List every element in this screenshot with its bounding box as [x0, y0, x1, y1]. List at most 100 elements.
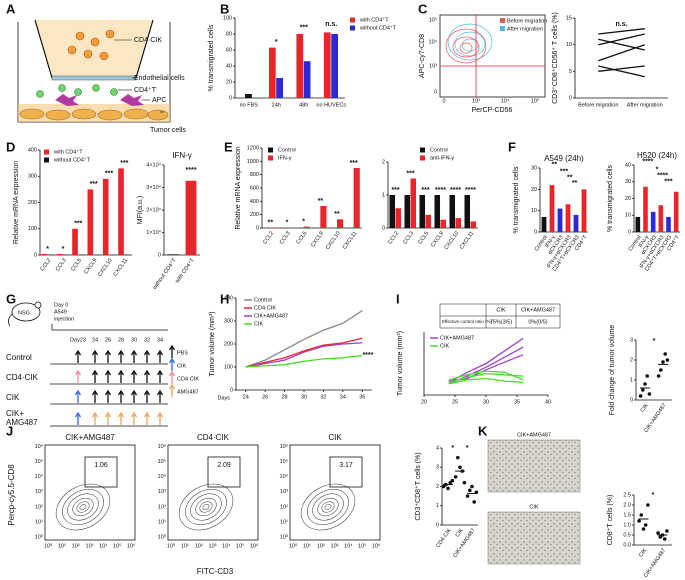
contour: [195, 497, 217, 517]
transwell-diagram: [17, 19, 171, 123]
flow-tick: 10⁰: [289, 542, 298, 549]
flow-tick: 10⁵: [113, 542, 121, 549]
group-label: Control: [6, 353, 32, 362]
y-tick-label: 40: [226, 63, 232, 69]
flow-tick: 10²: [317, 543, 325, 549]
legend-label: CIK: [254, 321, 264, 327]
contour: [312, 493, 344, 521]
arrow-head: [143, 349, 151, 356]
y-tick-label: 0: [158, 252, 161, 258]
x-tick-label: without CD4⁺T: [151, 256, 178, 291]
flow-tick: 10¹: [181, 543, 189, 549]
contour: [317, 497, 339, 517]
arrow-head: [117, 349, 125, 356]
y-axis-label: % transmigrated cells: [208, 24, 215, 91]
y-tick-label: 0.5: [623, 532, 631, 538]
bar: [337, 219, 344, 228]
y-tick-label: 20: [625, 196, 631, 202]
bar: [455, 218, 462, 228]
y-axis-label: CD3⁺CD8⁺CD56⁺ T cells (%): [552, 12, 559, 104]
dot: [641, 527, 646, 531]
injection-label: injection: [54, 316, 74, 322]
flow-tick: 10²: [72, 543, 80, 549]
dot: [450, 478, 455, 483]
y-tick-label: 15: [566, 15, 572, 21]
y-tick-label: 0: [229, 95, 232, 101]
contour: [202, 504, 210, 510]
y-tick-label: 400: [28, 147, 37, 153]
bar: [389, 195, 396, 228]
bar: [635, 216, 641, 232]
line: [448, 377, 524, 385]
x-tick-label: CCL2: [387, 231, 400, 246]
y-tick-label: 100: [223, 15, 232, 21]
y-tick-label: 300: [224, 318, 233, 324]
bar: [185, 180, 197, 255]
panel-label: B: [220, 1, 229, 16]
arrow-head: [168, 383, 176, 390]
x-tick-label: 25: [452, 399, 458, 405]
legend-swatch: [268, 155, 273, 161]
dot: [637, 519, 641, 523]
arrow-head: [74, 349, 82, 356]
bar: [270, 227, 277, 228]
x-tick-label: CXCL10: [443, 231, 460, 251]
day-label: 34: [157, 337, 163, 343]
bar: [658, 205, 664, 232]
line: [598, 28, 645, 35]
contour: [76, 501, 90, 513]
day-label: 30: [131, 337, 137, 343]
bar: [276, 78, 283, 98]
legend-swatch: [268, 147, 273, 153]
gate-value: 1.06: [94, 462, 108, 469]
flow-tick: 10⁴: [99, 542, 108, 549]
dot: [462, 480, 467, 485]
dot: [665, 529, 669, 533]
flow-tick: 10³: [158, 489, 166, 495]
y-tick-label: 2.0: [623, 502, 631, 508]
dot: [458, 465, 462, 470]
x-tick-label: CIK: [455, 527, 465, 538]
dot: [638, 394, 643, 398]
annotation: n.s.: [325, 21, 337, 28]
image-label: CIK+AMG487: [517, 432, 551, 438]
tick-label: 0: [442, 98, 445, 104]
annotation: ***: [406, 170, 414, 177]
annotation: *: [652, 492, 655, 499]
x-tick-label: 24: [243, 394, 249, 400]
dot: [646, 503, 650, 507]
y-tick-label: 0: [630, 397, 633, 403]
axis-label: APC-cy7-CD8: [419, 34, 426, 78]
annotation: ***: [664, 179, 672, 186]
day-label: Day23: [70, 337, 86, 343]
y-tick-label: 2: [630, 357, 633, 363]
dot: [639, 513, 644, 517]
flow-tick: 10⁰: [167, 542, 176, 549]
flow-tick: 10¹: [35, 519, 43, 525]
y-tick-label: 0: [230, 387, 233, 393]
annotation: ***: [560, 169, 568, 176]
x-tick-label: CXCL11: [342, 231, 359, 251]
flow-tick: 10²: [280, 504, 288, 510]
arrow-head: [91, 349, 99, 356]
dot: [465, 494, 470, 498]
legend-swatch: [420, 147, 425, 153]
dot: [661, 360, 665, 364]
bar: [118, 168, 124, 255]
y-tick-label: 1: [436, 503, 439, 509]
legend-label: anti-IFN-γ: [430, 155, 454, 161]
line: [245, 354, 363, 368]
x-tick-label: 34: [340, 394, 346, 400]
dot: [659, 368, 663, 372]
annotation: ****: [465, 187, 476, 194]
y-tick-label: 1: [630, 377, 633, 383]
group-label: AMG487: [6, 418, 38, 427]
bar: [470, 221, 477, 228]
arrow-head: [74, 411, 82, 418]
flow-tick: 10¹: [58, 543, 66, 549]
flow-tick: 10⁰: [35, 533, 44, 540]
arrow-head: [130, 349, 138, 356]
flow-tick: 10²: [35, 504, 43, 510]
dot: [656, 531, 660, 535]
bar: [549, 185, 555, 232]
